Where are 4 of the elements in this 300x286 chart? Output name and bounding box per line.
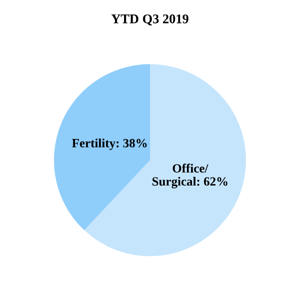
slice-label: Fertility: 38% [72, 138, 147, 150]
chart-title: YTD Q3 2019 [111, 14, 188, 26]
pie-slice [54, 64, 150, 230]
slice-label: Office/ Surgical: 62% [152, 164, 228, 188]
